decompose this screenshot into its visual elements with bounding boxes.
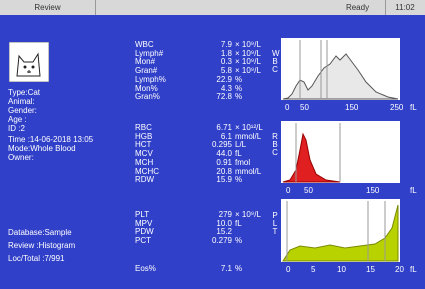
tick-label: 15 [366, 265, 375, 274]
tick-label: 150 [366, 186, 379, 195]
rbc-histogram [281, 121, 400, 183]
param-unit: % [235, 236, 242, 245]
param-value: 15.9 [180, 175, 232, 184]
param-unit: × 10⁹/L [235, 57, 261, 66]
tick-label: 10 [337, 265, 346, 274]
param-unit: % [235, 75, 242, 84]
param-value: 72.8 [180, 92, 232, 101]
param-unit: % [235, 84, 242, 93]
param-unit: % [235, 92, 242, 101]
patient-field: Time :14-06-2018 13:05 [8, 135, 93, 144]
param-value: 7.1 [180, 264, 232, 273]
patient-field: Type:Cat [8, 88, 40, 97]
tick-label: 50 [300, 103, 309, 112]
tick-label: 20 [395, 265, 404, 274]
axis-unit: fL [410, 103, 417, 112]
tick-label: 150 [345, 103, 358, 112]
axis-unit: fL [410, 265, 417, 274]
param-name: MCV [135, 149, 153, 158]
tick-label: 50 [304, 186, 313, 195]
wbc-histogram [281, 38, 400, 100]
param-value: 4.3 [180, 84, 232, 93]
param-value: 5.8 [180, 66, 232, 75]
param-name: Gran% [135, 92, 160, 101]
patient-footer: Loc/Total :7/991 [8, 254, 64, 263]
param-unit: × 10⁹/L [235, 66, 261, 75]
tick-label: 0 [286, 186, 290, 195]
param-name: Gran# [135, 66, 157, 75]
patient-footer: Review :Histogram [8, 241, 75, 250]
histogram-label: WBC [272, 50, 278, 74]
param-name: Mon# [135, 57, 155, 66]
tick-label: 5 [311, 265, 315, 274]
param-value: 6.71 [180, 123, 232, 132]
param-unit: × 10⁹/L [235, 49, 261, 58]
patient-field: ID :2 [8, 124, 25, 133]
patient-footer: Database:Sample [8, 228, 72, 237]
patient-field: Owner: [8, 153, 34, 162]
histogram-label: RBC [272, 133, 278, 157]
param-unit: % [235, 264, 242, 273]
histogram-label: PLT [272, 212, 278, 236]
param-value: 0.279 [180, 236, 232, 245]
param-unit: % [235, 175, 242, 184]
param-name: Lymph% [135, 75, 166, 84]
tick-label: 250 [390, 103, 403, 112]
param-name: MCH [135, 158, 153, 167]
param-value: 10.0 [180, 219, 232, 228]
patient-field: Age : [8, 115, 27, 124]
param-value: 7.9 [180, 40, 232, 49]
param-unit: fL [235, 219, 242, 228]
param-unit: × 10¹²/L [235, 123, 263, 132]
param-name: HCT [135, 140, 151, 149]
param-name: RDW [135, 175, 154, 184]
plt-histogram [281, 199, 400, 262]
param-value: 0.91 [180, 158, 232, 167]
patient-field: Mode:Whole Blood [8, 144, 76, 153]
param-value: 279 [180, 210, 232, 219]
axis-unit: fL [410, 186, 417, 195]
param-unit: fL [235, 149, 242, 158]
param-value: 1.8 [180, 49, 232, 58]
param-unit: mmol/L [235, 132, 261, 141]
param-unit: × 10⁹/L [235, 40, 261, 49]
param-name: Lymph# [135, 49, 163, 58]
param-name: Eos% [135, 264, 156, 273]
param-value: 0.295 [180, 140, 232, 149]
param-name: HGB [135, 132, 152, 141]
param-unit: × 10⁹/L [235, 210, 261, 219]
param-name: WBC [135, 40, 154, 49]
param-value: 44.0 [180, 149, 232, 158]
param-name: RBC [135, 123, 152, 132]
param-name: MPV [135, 219, 152, 228]
param-value: 15.2 [180, 227, 232, 236]
param-name: PLT [135, 210, 149, 219]
param-value: 22.9 [180, 75, 232, 84]
param-unit: fmol [235, 158, 250, 167]
param-unit: mmol/L [235, 167, 261, 176]
tick-label: 0 [286, 265, 290, 274]
tick-label: 0 [285, 103, 289, 112]
param-name: Mon% [135, 84, 158, 93]
param-name: PDW [135, 227, 154, 236]
analyzer-screen: Review Ready 11:02 Type:CatAnimal:Gender… [0, 0, 425, 289]
param-name: PCT [135, 236, 151, 245]
param-value: 20.8 [180, 167, 232, 176]
patient-field: Animal: [8, 97, 35, 106]
patient-field: Gender: [8, 106, 37, 115]
param-value: 0.3 [180, 57, 232, 66]
param-unit: L/L [235, 140, 246, 149]
param-name: MCHC [135, 167, 159, 176]
param-value: 6.1 [180, 132, 232, 141]
